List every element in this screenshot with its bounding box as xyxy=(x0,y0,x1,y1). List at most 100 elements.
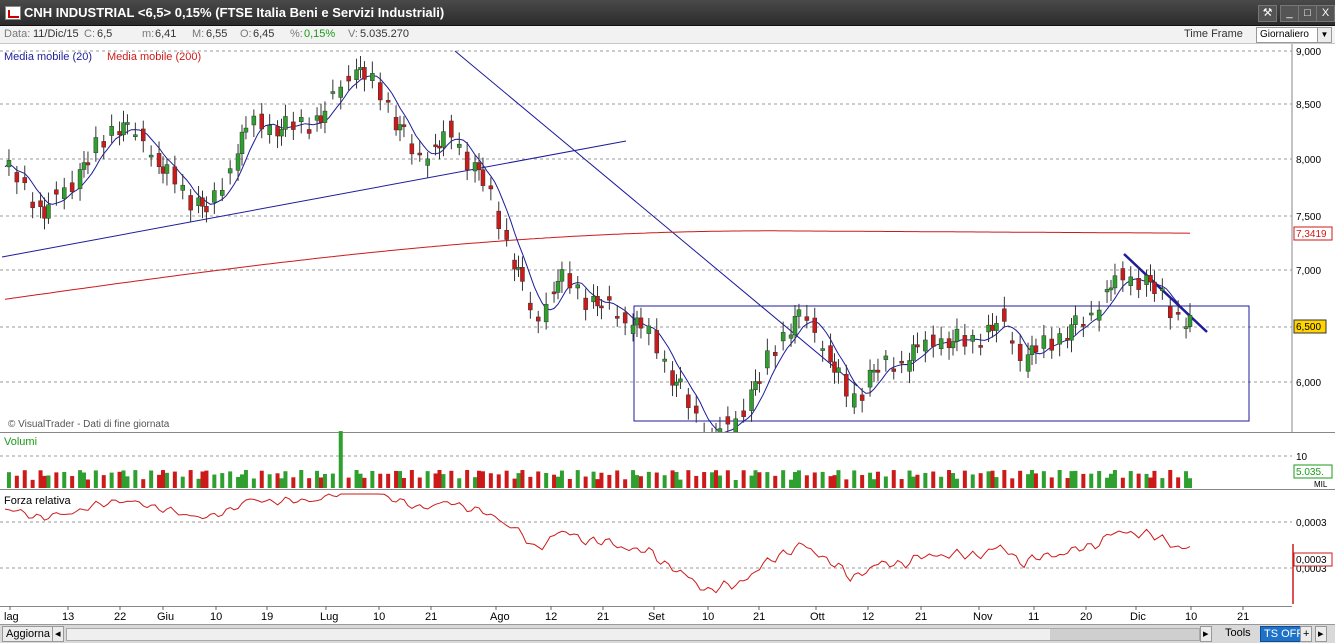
scroll-right-button[interactable]: ▸ xyxy=(1200,626,1212,642)
volume-bar xyxy=(437,470,442,488)
volume-bar xyxy=(1109,473,1113,488)
volume-bar xyxy=(78,470,83,488)
volume-bar xyxy=(85,479,90,488)
volume-bar xyxy=(121,470,126,488)
candle-body xyxy=(725,416,731,425)
candle-body xyxy=(1069,324,1074,341)
candle-body xyxy=(1152,281,1157,294)
candle-body xyxy=(358,67,363,71)
volume-bar xyxy=(172,471,177,488)
volume-bar xyxy=(1105,477,1110,488)
close-button[interactable]: X xyxy=(1316,5,1335,22)
candle-body xyxy=(30,201,35,209)
volume-bar xyxy=(1033,473,1038,488)
candle-body xyxy=(820,348,825,351)
volume-bar xyxy=(149,470,154,488)
time-frame-label: Time Frame xyxy=(1184,28,1243,40)
pct-value: 0,15% xyxy=(304,28,336,40)
short-downtrend-line[interactable] xyxy=(1123,253,1208,333)
candle-body xyxy=(686,394,691,408)
price-gridlines xyxy=(0,50,1292,383)
candle-body xyxy=(832,361,837,373)
scroll-left-button[interactable]: ◂ xyxy=(52,626,64,642)
volume-bar xyxy=(516,473,521,488)
volume-bar xyxy=(480,471,485,488)
candle-body xyxy=(749,389,754,411)
volume-bar xyxy=(6,472,11,488)
candle-body xyxy=(148,154,154,158)
expand-button[interactable]: ▸ xyxy=(1315,626,1327,642)
volume-bar xyxy=(1176,477,1181,488)
chevron-down-icon[interactable]: ▼ xyxy=(1317,28,1331,42)
range-box-drawing[interactable] xyxy=(633,305,1250,422)
downtrend-line[interactable] xyxy=(454,50,858,387)
volume-bar xyxy=(796,470,801,488)
open-value: 6,45 xyxy=(253,28,275,40)
volume-bar xyxy=(1097,471,1102,488)
volume-bar xyxy=(793,471,797,488)
candle-body xyxy=(871,369,877,373)
maximize-button[interactable]: □ xyxy=(1298,5,1317,22)
candle-body xyxy=(476,162,482,170)
volume-bar xyxy=(1041,471,1046,488)
volume-bar xyxy=(875,471,880,488)
volume-bar xyxy=(635,475,639,488)
horizontal-scrollbar[interactable] xyxy=(66,628,1200,641)
candle-body xyxy=(370,73,375,81)
x-axis-label: 21 xyxy=(597,611,609,623)
volume-bar xyxy=(556,476,560,488)
volume-bar xyxy=(915,474,920,488)
price-y-tick: 9,000 xyxy=(1296,47,1321,58)
candle-body xyxy=(986,324,991,333)
quote-info-bar: Data: 11/Dic/15 C: 6,5 m: 6,41 M: 6,55 O… xyxy=(0,26,1335,44)
bottom-toolbar: Aggiorna ◂ ▸ Tools TS OFF + ▸ xyxy=(0,624,1335,643)
candle-body xyxy=(133,134,138,137)
candle-body xyxy=(267,125,272,135)
candle-body xyxy=(239,131,245,154)
candle-body xyxy=(528,302,533,311)
candle-body xyxy=(200,197,205,207)
volume-bar xyxy=(544,472,549,488)
volume-unit: MIL xyxy=(1314,480,1328,489)
candle-body xyxy=(38,200,43,207)
candle-body xyxy=(543,304,549,323)
volume-bar xyxy=(133,470,138,488)
volume-bar xyxy=(386,473,391,488)
candle-body xyxy=(622,312,628,324)
volume-bar xyxy=(773,475,778,488)
tools-icon[interactable]: ⚒ xyxy=(1258,5,1277,22)
scrollbar-thumb[interactable] xyxy=(1050,629,1199,640)
volume-bar xyxy=(362,477,367,488)
candle-body xyxy=(670,370,675,386)
volume-bar xyxy=(567,478,572,488)
volume-bar xyxy=(394,470,399,488)
price-y-tick: 7,500 xyxy=(1296,212,1321,223)
volume-bar xyxy=(868,472,873,488)
volume-bar xyxy=(370,470,375,488)
volume-bar xyxy=(449,470,454,488)
time-frame-select[interactable]: Giornaliero ▼ xyxy=(1256,27,1332,43)
volume-bar xyxy=(465,470,470,488)
chart-area[interactable]: 9,000 8,500 8,000 7,500 7,000 6,500 6,000 Medi… xyxy=(0,44,1335,624)
volume-bar xyxy=(714,470,718,488)
candle-body xyxy=(733,418,738,433)
candle-body xyxy=(196,197,201,206)
volume-bar xyxy=(1136,473,1141,488)
uptrend-line[interactable] xyxy=(1,140,627,258)
candle-body xyxy=(1175,312,1181,315)
tools-menu[interactable]: Tools xyxy=(1225,627,1251,639)
rs-y-tick-1: 0,0003 xyxy=(1296,518,1327,529)
candle-body xyxy=(306,129,312,134)
candle-body xyxy=(480,169,486,186)
volume-bar xyxy=(1089,473,1094,488)
date-label: Data: xyxy=(4,28,31,40)
x-axis-label: 12 xyxy=(862,611,874,623)
refresh-button[interactable]: Aggiorna xyxy=(2,626,55,642)
candle-body xyxy=(994,323,999,331)
candle-body xyxy=(931,334,936,347)
candle-body xyxy=(1120,268,1126,281)
add-button[interactable]: + xyxy=(1300,626,1313,642)
volume-bar xyxy=(528,476,533,488)
candle-body xyxy=(1057,333,1062,345)
minimize-button[interactable]: _ xyxy=(1280,5,1299,22)
